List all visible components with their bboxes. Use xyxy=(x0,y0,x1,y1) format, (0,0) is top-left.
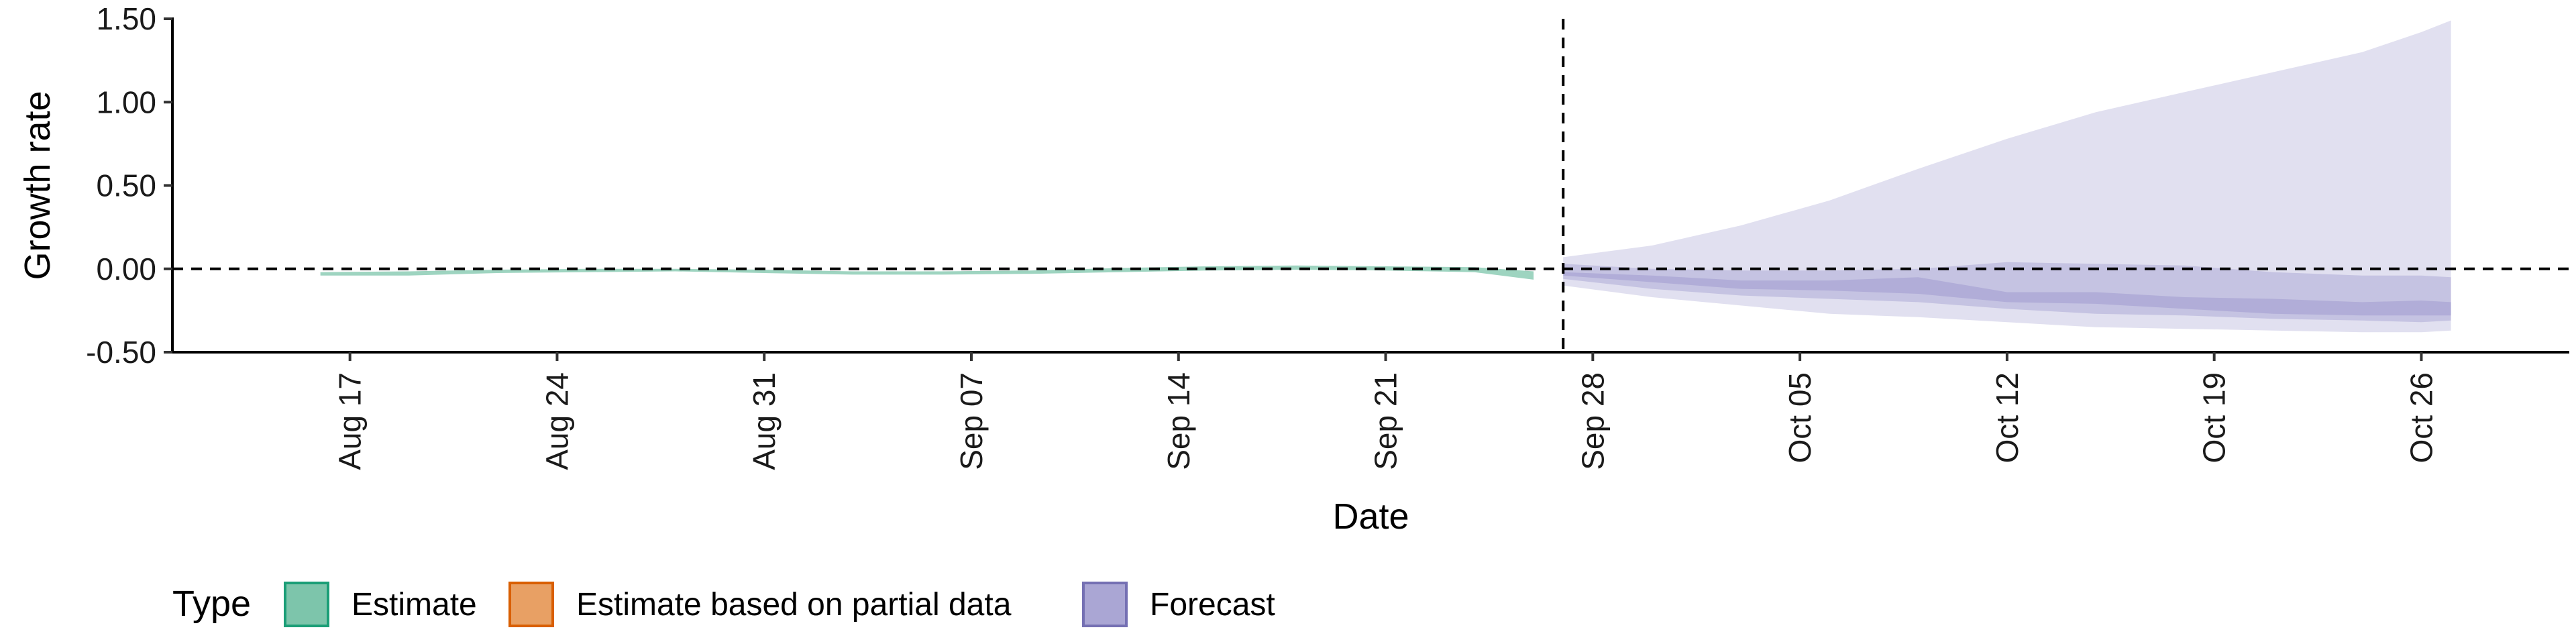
legend-label-2: Estimate based on partial data xyxy=(576,587,1012,623)
x-tick-label: Aug 24 xyxy=(539,372,574,470)
legend-swatch-3 xyxy=(1082,582,1128,627)
legend-swatch-1 xyxy=(284,582,329,627)
x-tick-label: Aug 17 xyxy=(333,372,368,470)
x-tick-label: Aug 31 xyxy=(747,372,782,470)
y-tick-label: 1.50 xyxy=(96,1,156,36)
x-tick-label: Sep 14 xyxy=(1161,372,1196,470)
forecast-band-outer xyxy=(1563,20,2451,333)
plot-area xyxy=(172,19,2569,352)
legend-label-1: Estimate xyxy=(352,587,477,623)
axes: -0.50 0.00 0.50 1.00 1.50 Aug 17 Aug 24 Aug 31 S… xyxy=(86,1,2569,470)
x-tick-label: Oct 19 xyxy=(2197,372,2232,464)
x-tick-label: Sep 28 xyxy=(1575,372,1610,470)
legend-label-3: Forecast xyxy=(1150,587,1275,623)
y-axis-title: Growth rate xyxy=(17,91,58,280)
y-tick-label: -0.50 xyxy=(86,335,156,370)
forecast-band-inner xyxy=(1563,272,2451,316)
x-tick-label: Oct 26 xyxy=(2404,372,2438,464)
x-tick-label: Oct 05 xyxy=(1782,372,1817,464)
legend-title: Type xyxy=(172,584,251,624)
x-tick-label: Sep 07 xyxy=(954,372,989,470)
x-tick-label: Oct 12 xyxy=(1990,372,2025,464)
x-tick-label: Sep 21 xyxy=(1368,372,1403,470)
y-tick-label: 0.50 xyxy=(96,168,156,203)
y-tick-label: 1.00 xyxy=(96,85,156,119)
legend: Type Estimate Estimate based on partial da… xyxy=(172,582,1275,627)
x-axis-title: Date xyxy=(1332,496,1409,537)
legend-swatch-2 xyxy=(508,582,554,627)
y-tick-label: 0.00 xyxy=(96,252,156,286)
